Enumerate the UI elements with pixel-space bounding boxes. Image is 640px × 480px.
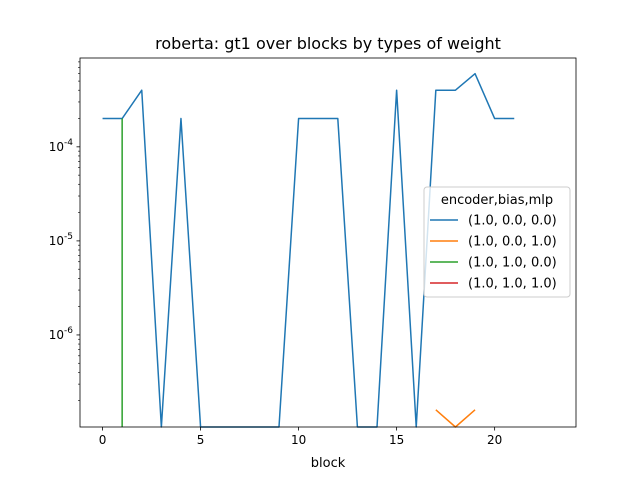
y-tick-label: 10-4 [49,138,74,154]
y-tick-label: 10-6 [49,326,74,342]
x-tick-label: 5 [197,433,205,447]
x-axis: 0 5 10 15 20 [99,427,502,447]
x-tick-label: 10 [291,433,306,447]
legend-entry-label: (1.0, 0.0, 1.0) [468,235,557,250]
x-tick-label: 15 [389,433,404,447]
x-tick-label: 20 [487,433,502,447]
x-tick-label: 0 [99,433,107,447]
legend-box [423,186,571,298]
y-tick-label: 10-5 [49,232,73,248]
legend: encoder,bias,mlp (1.0, 0.0, 0.0) (1.0, 0.0… [423,186,571,298]
legend-entry-label: (1.0, 1.0, 1.0) [468,277,557,292]
series-line-0 [102,72,515,428]
legend-entry-label: (1.0, 0.0, 0.0) [468,214,557,229]
chart-title: roberta: gt1 over blocks by types of wei… [155,34,501,53]
legend-entry-label: (1.0, 1.0, 0.0) [468,256,557,271]
y-axis: 10-6 10-5 10-4 [49,61,80,401]
x-axis-label: block [311,456,346,471]
legend-title: encoder,bias,mlp [441,193,553,208]
axes-frame [79,57,577,428]
